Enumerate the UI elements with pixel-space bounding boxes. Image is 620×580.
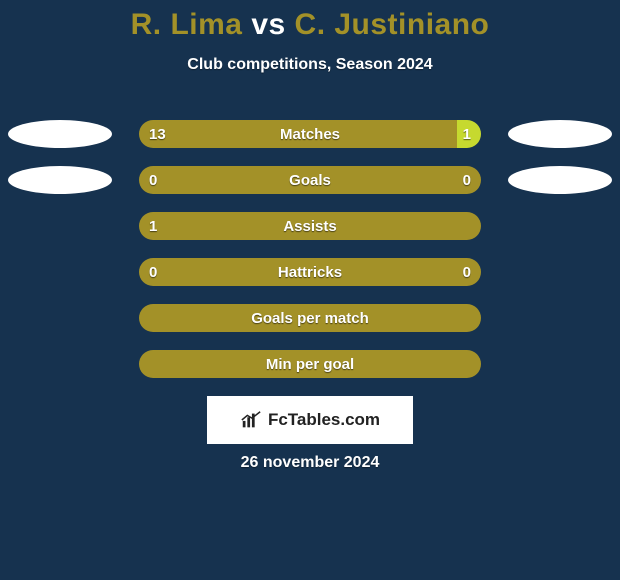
chart-icon [240, 409, 262, 431]
brand-badge: FcTables.com [207, 396, 413, 444]
stat-bar-left [139, 304, 481, 332]
title-vs: vs [251, 8, 285, 41]
left-avatar-ellipse [8, 120, 112, 148]
title-player2: C. Justiniano [295, 8, 490, 41]
brand-text: FcTables.com [268, 410, 380, 430]
stat-row: Goals per match [0, 304, 620, 332]
stat-bar: Hattricks [139, 258, 481, 286]
title-player1: R. Lima [131, 8, 243, 41]
stat-bar: Min per goal [139, 350, 481, 378]
stat-row: Hattricks0 0 [0, 258, 620, 286]
right-avatar-ellipse [508, 166, 612, 194]
stat-row: Goals0 0 [0, 166, 620, 194]
subtitle: Club competitions, Season 2024 [0, 56, 620, 74]
stat-value-right: 0 [441, 258, 471, 286]
stat-bar: Goals per match [139, 304, 481, 332]
stat-bar: Matches [139, 120, 481, 148]
footer-date: 26 november 2024 [0, 454, 620, 472]
stat-rows: Matches131Goals00Assists1Hattricks00Goal… [0, 120, 620, 396]
stat-value-left: 0 [149, 166, 179, 194]
stat-bar-left [139, 258, 481, 286]
stat-bar-left [139, 120, 457, 148]
comparison-infographic: R. Lima vs C. Justiniano Club competitio… [0, 0, 620, 580]
stat-row: Assists1 [0, 212, 620, 240]
stat-row: Min per goal [0, 350, 620, 378]
stat-row: Matches13 1 [0, 120, 620, 148]
stat-bar: Assists [139, 212, 481, 240]
stat-value-right: 1 [441, 120, 471, 148]
stat-bar-left [139, 212, 481, 240]
stat-value-left: 1 [149, 212, 179, 240]
stat-value-left: 13 [149, 120, 179, 148]
right-avatar-ellipse [508, 120, 612, 148]
page-title: R. Lima vs C. Justiniano [0, 0, 620, 42]
left-avatar-ellipse [8, 166, 112, 194]
stat-value-left: 0 [149, 258, 179, 286]
stat-bar-left [139, 166, 481, 194]
stat-value-right: 0 [441, 166, 471, 194]
stat-bar-left [139, 350, 481, 378]
stat-bar: Goals [139, 166, 481, 194]
